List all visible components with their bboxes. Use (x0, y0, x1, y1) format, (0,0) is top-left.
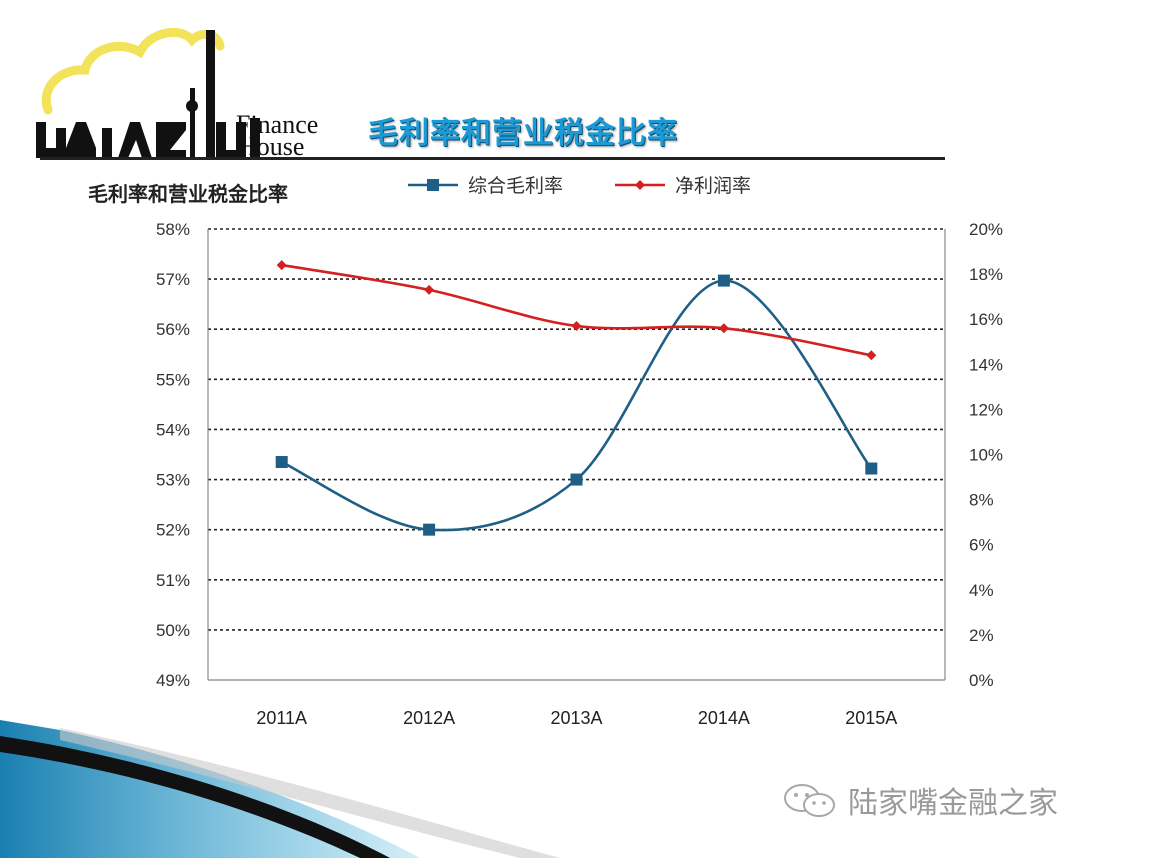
data-point-diamond (276, 260, 287, 271)
data-point-diamond (424, 284, 435, 295)
chart-grid (208, 228, 945, 631)
legend-label: 净利润率 (675, 175, 751, 197)
x-tick-label: 2011A (256, 708, 307, 728)
y-left-tick-label: 54% (156, 420, 190, 439)
chart-series (275, 260, 878, 536)
y-right-tick-label: 14% (969, 355, 1003, 374)
decorative-swoosh (0, 720, 560, 858)
x-tick-label: 2014A (698, 708, 750, 728)
data-point-square (717, 274, 730, 287)
slide-title: 毛利率和营业税金比率 (368, 116, 678, 151)
y-right-tick-label: 12% (969, 400, 1003, 419)
chart-legend: 综合毛利率 净利润率 (408, 175, 751, 197)
y-right-tick-label: 16% (969, 310, 1003, 329)
data-point-square (570, 473, 583, 486)
y-right-tick-label: 4% (969, 581, 994, 600)
y-right-tick-label: 8% (969, 491, 994, 510)
chart-title: 毛利率和营业税金比率 (88, 182, 288, 206)
x-tick-label: 2015A (845, 708, 897, 728)
x-tick-label: 2012A (403, 708, 455, 728)
legend-marker-diamond (635, 180, 645, 190)
data-point-diamond (866, 350, 877, 361)
logo-wordmark (36, 118, 260, 158)
watermark-text: 陆家嘴金融之家 (848, 786, 1058, 821)
y-left-tick-label: 57% (156, 270, 190, 289)
x-tick-label: 2013A (550, 708, 602, 728)
y-right-tick-label: 0% (969, 671, 994, 690)
series-line-1 (281, 279, 873, 532)
legend-label: 综合毛利率 (468, 175, 563, 197)
legend-marker-square (427, 179, 439, 191)
y-left-tick-label: 51% (156, 571, 190, 590)
y-left-tick-label: 50% (156, 621, 190, 640)
y-right-tick-label: 20% (969, 220, 1003, 239)
logo-text-finance: Finance (236, 110, 319, 139)
logo-cloud (41, 27, 225, 115)
y-right-tick-label: 2% (969, 626, 994, 645)
data-point-diamond (571, 320, 582, 331)
logo-text-house: House (238, 132, 305, 161)
title-divider (40, 157, 945, 160)
y-left-tick-label: 58% (156, 220, 190, 239)
y-right-tick-label: 10% (969, 446, 1003, 465)
lujiazui-finance-house-logo (36, 27, 260, 158)
y-left-tick-label: 49% (156, 671, 190, 690)
data-point-square (423, 523, 436, 536)
data-point-diamond (718, 323, 729, 334)
wechat-icon (784, 784, 835, 817)
data-point-square (275, 456, 288, 469)
data-point-square (865, 462, 878, 475)
logo-tower (206, 30, 215, 158)
chart-axes: 49% 50% 51% 52% 53% 54% 55% 56% 57% 58% 0% 2% 4% 6% 8%… (156, 220, 1003, 728)
y-right-tick-label: 6% (969, 536, 994, 555)
y-left-tick-label: 55% (156, 370, 190, 389)
y-right-tick-label: 18% (969, 265, 1003, 284)
y-left-tick-label: 52% (156, 521, 190, 540)
y-left-tick-label: 56% (156, 320, 190, 339)
y-left-tick-label: 53% (156, 471, 190, 490)
watermark: 陆家嘴金融之家 (782, 780, 1058, 821)
